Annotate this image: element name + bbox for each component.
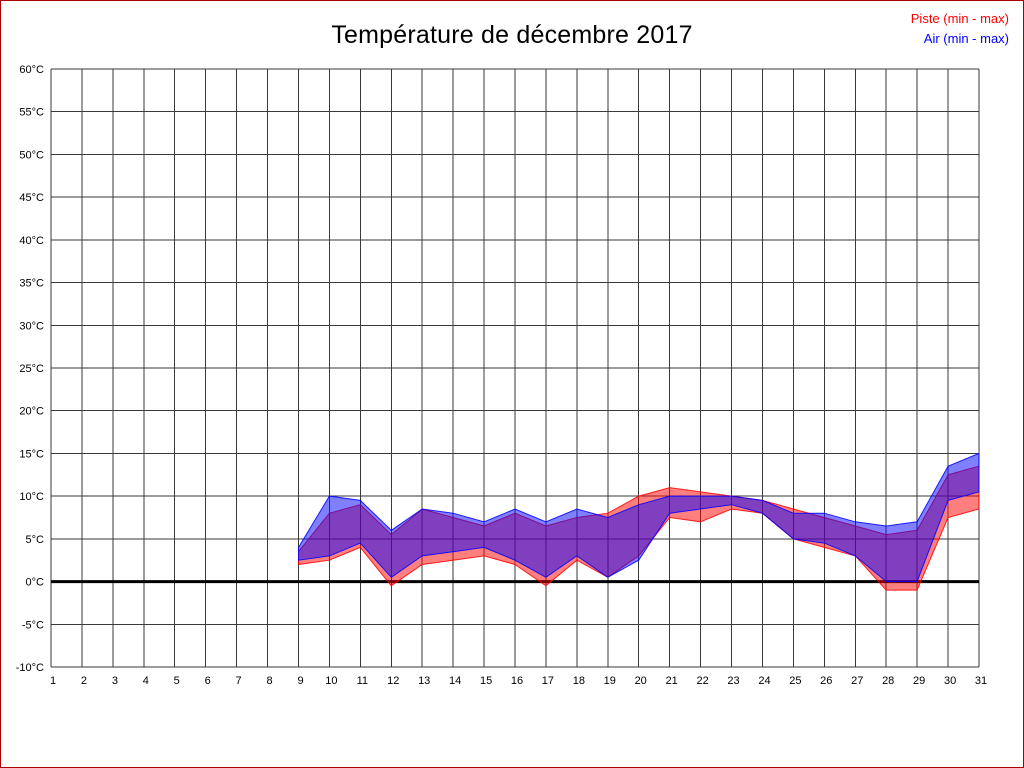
- svg-text:23: 23: [727, 675, 739, 687]
- svg-text:10: 10: [325, 675, 337, 687]
- svg-text:7: 7: [236, 675, 242, 687]
- svg-text:21: 21: [666, 675, 678, 687]
- svg-text:15: 15: [480, 675, 492, 687]
- svg-text:29: 29: [913, 675, 925, 687]
- svg-text:19: 19: [604, 675, 616, 687]
- svg-text:12: 12: [387, 675, 399, 687]
- svg-text:4: 4: [143, 675, 149, 687]
- chart-legend: Piste (min - max) Air (min - max): [911, 9, 1009, 49]
- svg-text:40°C: 40°C: [19, 235, 44, 247]
- svg-text:-5°C: -5°C: [22, 619, 44, 631]
- svg-text:20: 20: [635, 675, 647, 687]
- svg-text:5: 5: [174, 675, 180, 687]
- svg-text:28: 28: [882, 675, 894, 687]
- chart-title: Température de décembre 2017: [331, 21, 693, 49]
- svg-text:14: 14: [449, 675, 461, 687]
- svg-text:5°C: 5°C: [26, 534, 45, 546]
- svg-text:15°C: 15°C: [19, 448, 44, 460]
- svg-text:11: 11: [357, 675, 368, 687]
- svg-text:-10°C: -10°C: [16, 662, 44, 674]
- svg-text:20°C: 20°C: [19, 406, 44, 418]
- svg-text:18: 18: [573, 675, 585, 687]
- svg-text:3: 3: [112, 675, 118, 687]
- svg-text:31: 31: [975, 675, 987, 687]
- svg-text:10°C: 10°C: [19, 491, 44, 503]
- svg-text:22: 22: [696, 675, 708, 687]
- svg-text:2: 2: [81, 675, 87, 687]
- svg-text:8: 8: [266, 675, 272, 687]
- svg-text:50°C: 50°C: [19, 149, 44, 161]
- svg-text:30: 30: [944, 675, 956, 687]
- svg-text:27: 27: [851, 675, 863, 687]
- svg-text:13: 13: [418, 675, 430, 687]
- svg-text:60°C: 60°C: [19, 64, 44, 76]
- legend-air: Air (min - max): [923, 31, 1009, 46]
- svg-text:16: 16: [511, 675, 523, 687]
- svg-text:35°C: 35°C: [19, 278, 44, 290]
- svg-text:6: 6: [205, 675, 211, 687]
- svg-text:26: 26: [820, 675, 832, 687]
- svg-text:25: 25: [789, 675, 801, 687]
- svg-text:17: 17: [542, 675, 554, 687]
- svg-text:45°C: 45°C: [19, 192, 44, 204]
- svg-text:0°C: 0°C: [26, 577, 45, 589]
- svg-text:30°C: 30°C: [19, 320, 44, 332]
- svg-text:55°C: 55°C: [19, 107, 44, 119]
- svg-text:1: 1: [50, 675, 56, 687]
- svg-text:24: 24: [758, 675, 770, 687]
- legend-piste: Piste (min - max): [910, 11, 1009, 26]
- svg-text:9: 9: [297, 675, 303, 687]
- svg-text:25°C: 25°C: [19, 363, 44, 375]
